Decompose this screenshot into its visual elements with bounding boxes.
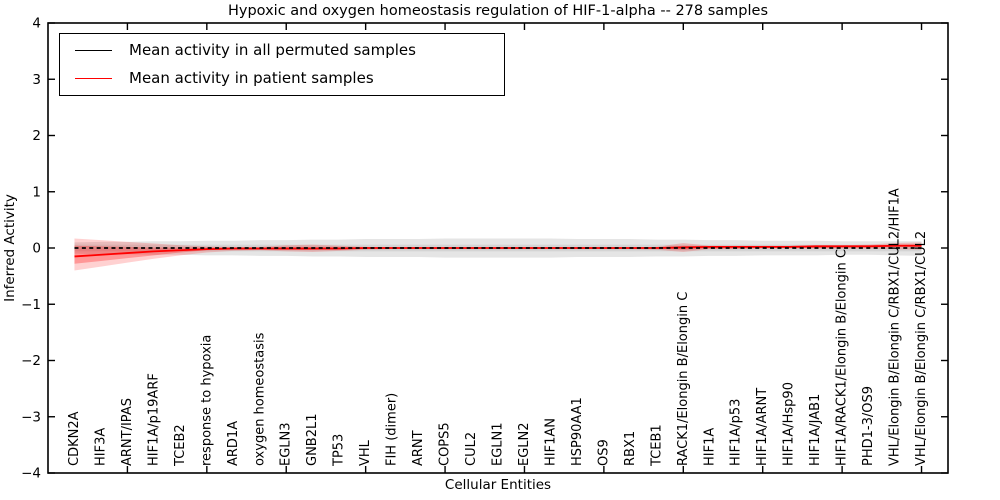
y-tick-label: 3 [32, 72, 41, 88]
y-axis-label: Inferred Activity [2, 194, 18, 302]
y-tick-label: 0 [32, 241, 41, 257]
chart-title: Hypoxic and oxygen homeostasis regulatio… [227, 3, 769, 19]
x-tick-label: COPS5 [438, 422, 453, 466]
x-tick-label: HIF1AN [543, 418, 558, 466]
x-tick-label: HIF1A/ARNT [755, 388, 770, 466]
x-tick-label: HIF1A [702, 428, 717, 466]
legend-entry-permuted: Mean activity in all permuted samples [60, 43, 504, 58]
x-tick-label: HIF1A/p53 [729, 399, 744, 466]
x-tick-label: RACK1/Elongin B/Elongin C [676, 292, 691, 466]
x-tick-label: VHL/Elongin B/Elongin C/RBX1/CUL2/HIF1A [888, 188, 903, 466]
legend-label-permuted: Mean activity in all permuted samples [129, 41, 416, 60]
x-tick-label: GNB2L1 [305, 413, 320, 466]
legend-label-patient: Mean activity in patient samples [129, 68, 374, 87]
x-tick-label: oxygen homeostasis [252, 332, 267, 466]
x-tick-label: VHL [358, 439, 373, 466]
x-tick-label: TCEB2 [173, 424, 188, 467]
x-axis-label: Cellular Entities [444, 477, 552, 493]
x-tick-label: EGLN2 [517, 422, 532, 466]
x-tick-label: TCEB1 [649, 424, 664, 467]
x-tick-label: EGLN3 [279, 422, 294, 466]
x-tick-label: FIH (dimer) [385, 393, 400, 466]
x-tick-label: HIF3A [93, 428, 108, 466]
x-tick-label: CDKN2A [67, 411, 82, 466]
x-tick-label: HIF1A/Hsp90 [782, 382, 797, 466]
legend-line-swatch-patient [75, 77, 112, 79]
legend: Mean activity in all permuted samples Me… [59, 33, 505, 96]
x-tick-label: HIF1A/p19ARF [146, 373, 161, 466]
x-tick-label: ARNT [411, 430, 426, 466]
legend-line-swatch-permuted [75, 50, 112, 52]
x-tick-label: response to hypoxia [199, 335, 214, 466]
x-tick-label: EGLN1 [491, 422, 506, 466]
y-tick-label: −1 [21, 297, 41, 313]
x-tick-label: HIF1A/JAB1 [808, 394, 823, 466]
x-tick-label: RBX1 [623, 431, 638, 466]
y-tick-label: 2 [32, 128, 41, 144]
y-tick-label: 1 [32, 184, 41, 200]
x-tick-label: OS9 [596, 439, 611, 466]
x-tick-label: ARD1A [226, 421, 241, 466]
legend-entry-patient: Mean activity in patient samples [60, 68, 504, 87]
y-tick-label: −4 [21, 466, 41, 482]
x-tick-label: HIF1A/RACK1/Elongin B/Elongin C [835, 249, 850, 466]
y-tick-label: 4 [32, 16, 41, 32]
x-tick-label: HSP90AA1 [570, 397, 585, 466]
y-tick-label: −2 [21, 353, 41, 369]
x-tick-label: VHL/Elongin B/Elongin C/RBX1/CUL2 [914, 231, 929, 466]
x-tick-label: TP53 [332, 434, 347, 467]
x-tick-label: ARNT/IPAS [120, 398, 135, 466]
x-tick-label: CUL2 [464, 432, 479, 466]
y-tick-label: −3 [21, 409, 41, 425]
x-tick-label: PHD1-3/OS9 [861, 386, 876, 466]
